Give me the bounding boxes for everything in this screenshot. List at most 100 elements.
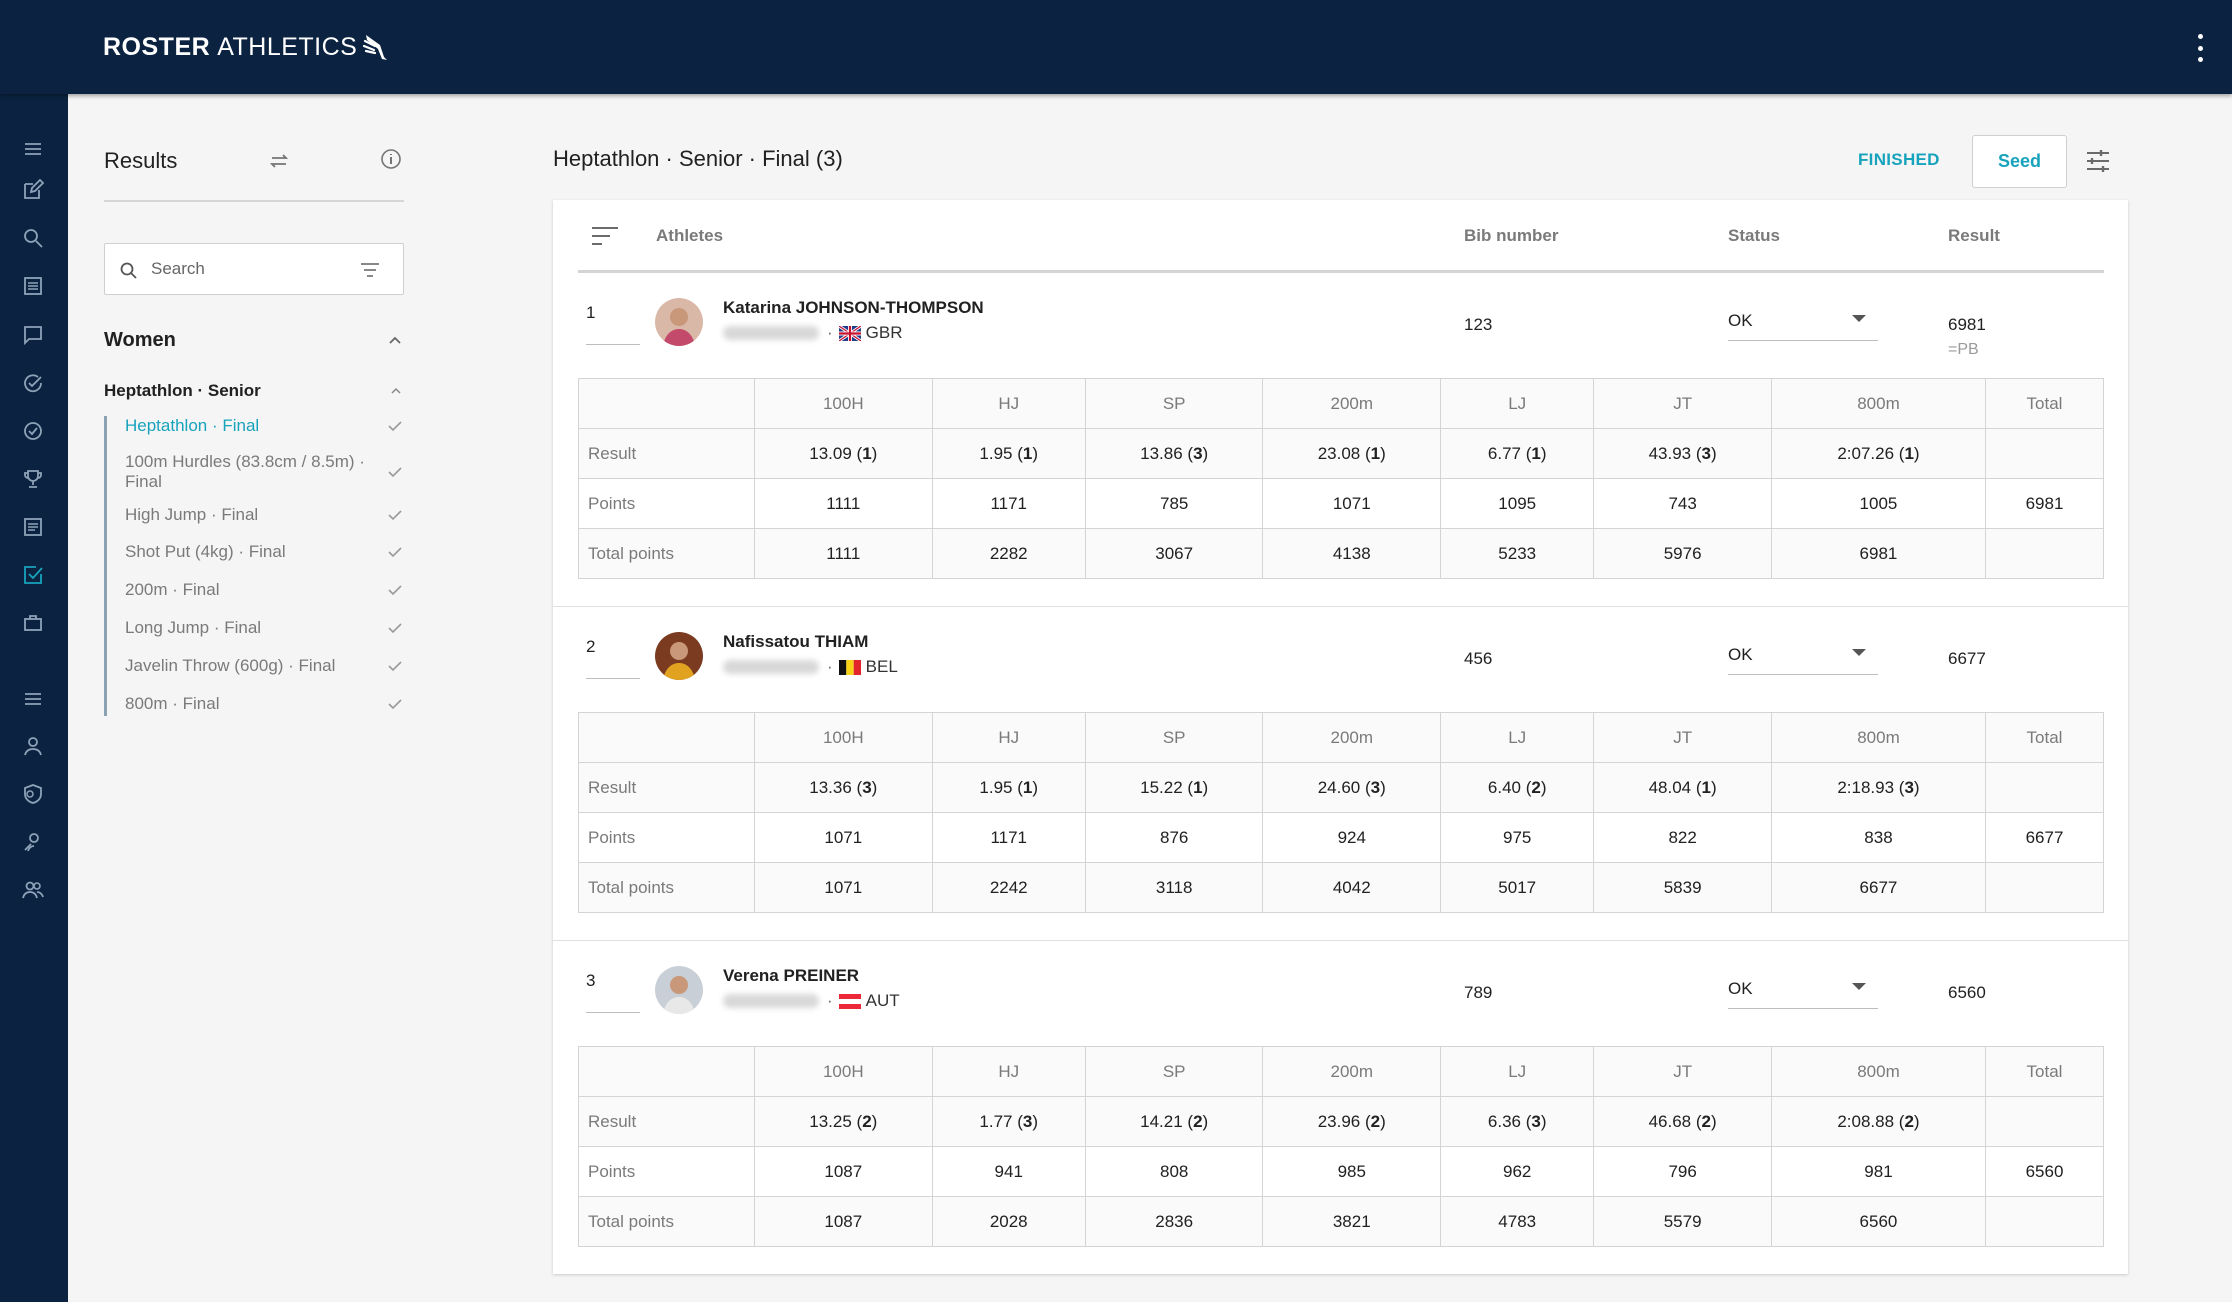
blurred-club [723, 660, 819, 674]
col-header-athletes: Athletes [656, 226, 724, 245]
tree-item-heptathlon-final[interactable]: Heptathlon · Final [107, 416, 404, 436]
rank-field[interactable]: 3 [586, 971, 640, 1013]
panel-divider [104, 200, 404, 202]
score-cell: 13.36 (3) [754, 762, 933, 813]
event-header: SP [1084, 378, 1264, 429]
briefcase-icon[interactable] [18, 608, 48, 638]
country-code: BEL [865, 657, 898, 676]
score-cell: 5579 [1593, 1196, 1772, 1247]
tune-settings-icon[interactable] [2084, 147, 2112, 175]
score-cell: 13.25 (2) [754, 1096, 933, 1147]
chevron-up-icon[interactable] [386, 331, 404, 349]
score-cell: 6677 [1770, 862, 1987, 913]
athlete-result: 6677 [1948, 649, 1986, 668]
menu-icon-secondary[interactable] [18, 684, 48, 714]
blurred-club [723, 994, 819, 1008]
col-header-result: Result [1948, 226, 2000, 245]
tree-item-javelin[interactable]: Javelin Throw (600g) · Final [107, 656, 404, 676]
subgroup-header[interactable]: Heptathlon · Senior [104, 379, 404, 403]
rank-field[interactable]: 1 [586, 303, 640, 345]
athlete-name[interactable]: Nafissatou THIAM [723, 632, 869, 651]
event-header: 200m [1262, 712, 1442, 763]
event-header: JT [1593, 378, 1772, 429]
check-circle-icon[interactable] [18, 368, 48, 398]
score-cell: 2028 [931, 1196, 1086, 1247]
score-cell: 1071 [754, 862, 933, 913]
dropdown-caret-icon[interactable] [1852, 315, 1866, 322]
score-cell: 6.36 (3) [1440, 1096, 1595, 1147]
status-select[interactable]: OK [1728, 639, 1878, 675]
total-cell [1985, 762, 2104, 813]
message-icon[interactable] [18, 320, 48, 350]
list-icon[interactable] [18, 271, 48, 301]
total-cell [1985, 862, 2104, 913]
dropdown-caret-icon[interactable] [1852, 983, 1866, 990]
score-cell: 1005 [1770, 478, 1987, 529]
status-select[interactable]: OK [1728, 973, 1878, 1009]
avatar [655, 298, 703, 346]
athlete-name[interactable]: Verena PREINER [723, 966, 860, 985]
row-label-header [578, 378, 755, 429]
tree-item-high-jump[interactable]: High Jump · Final [107, 505, 404, 525]
score-cell: 3821 [1262, 1196, 1442, 1247]
score-cell: 743 [1593, 478, 1772, 529]
score-cell: 2282 [931, 528, 1086, 579]
row-label: Result [578, 762, 755, 813]
group-header-women[interactable]: Women [104, 325, 404, 355]
tree-item-shot-put[interactable]: Shot Put (4kg) · Final [107, 542, 404, 562]
results-icon[interactable] [18, 560, 48, 590]
done-circle-icon[interactable] [18, 416, 48, 446]
score-cell: 43.93 (3) [1593, 428, 1772, 479]
brand-logo[interactable]: ROSTER ATHLETICS [103, 32, 389, 62]
filter-icon[interactable] [359, 260, 381, 280]
menu-icon[interactable] [18, 134, 48, 164]
tree-item-100m-hurdles[interactable]: 100m Hurdles (83.8cm / 8.5m) · Final [107, 452, 404, 492]
search-icon[interactable] [18, 223, 48, 253]
score-cell: 5017 [1440, 862, 1595, 913]
document-list-icon[interactable] [18, 512, 48, 542]
tree-item-200m[interactable]: 200m · Final [107, 580, 404, 600]
more-menu-icon[interactable] [2190, 30, 2210, 66]
tree-item-long-jump[interactable]: Long Jump · Final [107, 618, 404, 638]
tree-item-800m[interactable]: 800m · Final [107, 694, 404, 714]
dropdown-caret-icon[interactable] [1852, 649, 1866, 656]
check-icon [388, 467, 402, 478]
score-cell: 981 [1770, 1146, 1987, 1197]
row-label: Points [578, 812, 755, 863]
group-icon[interactable] [18, 875, 48, 905]
event-header: 100H [754, 712, 933, 763]
score-cell: 15.22 (1) [1084, 762, 1264, 813]
total-header: Total [1985, 378, 2104, 429]
athlete-name[interactable]: Katarina JOHNSON-THOMPSON [723, 298, 984, 317]
seed-button[interactable]: Seed [1972, 135, 2067, 188]
score-cell: 1095 [1440, 478, 1595, 529]
total-cell [1985, 1096, 2104, 1147]
info-icon[interactable] [378, 146, 404, 172]
search-input[interactable] [151, 254, 351, 284]
coach-icon[interactable] [18, 827, 48, 857]
score-cell: 985 [1262, 1146, 1442, 1197]
swap-icon[interactable] [266, 148, 292, 174]
event-header: LJ [1440, 712, 1595, 763]
rank-field[interactable]: 2 [586, 637, 640, 679]
score-cell: 1071 [754, 812, 933, 863]
country-code: AUT [865, 991, 900, 1010]
edit-icon[interactable] [18, 175, 48, 205]
nav-rail [0, 94, 68, 1302]
result-row: Result 13.25 (2) 1.77 (3) 14.21 (2) 23.96 (2… [578, 1096, 2104, 1147]
score-cell: 6.40 (2) [1440, 762, 1595, 813]
col-header-bib: Bib number [1464, 226, 1559, 245]
person-icon[interactable] [18, 731, 48, 761]
trophy-icon[interactable] [18, 464, 48, 494]
score-cell: 924 [1262, 812, 1442, 863]
chevron-up-small-icon[interactable] [388, 383, 404, 399]
row-label: Result [578, 1096, 755, 1147]
score-cell: 14.21 (2) [1084, 1096, 1264, 1147]
results-panel: Results Women Heptathlon · Senior Heptat… [68, 94, 438, 1302]
score-cell: 2:18.93 (3) [1770, 762, 1987, 813]
score-table: 100H HJ SP 200m LJ JT 800m Total Result 13.09 (1… [578, 378, 2104, 579]
event-header: SP [1084, 712, 1264, 763]
sort-icon[interactable] [590, 224, 620, 248]
shield-icon[interactable] [18, 779, 48, 809]
status-select[interactable]: OK [1728, 305, 1878, 341]
